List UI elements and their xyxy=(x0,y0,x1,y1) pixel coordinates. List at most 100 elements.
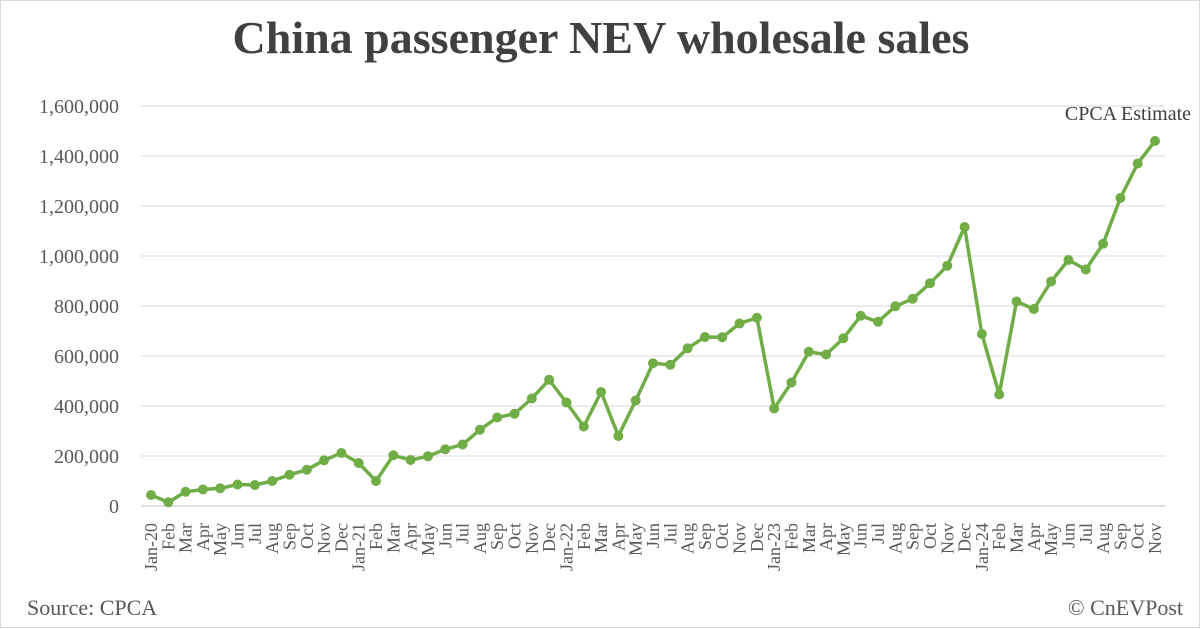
data-point xyxy=(682,343,693,354)
x-tick-label: Sep xyxy=(903,523,923,550)
data-point xyxy=(786,377,797,388)
data-point xyxy=(1028,304,1039,314)
x-tick-label: Apr xyxy=(1024,523,1044,551)
x-tick-label: Jan-24 xyxy=(972,523,992,571)
x-tick-label: Jun xyxy=(435,523,455,548)
x-tick-label: Jun xyxy=(851,523,871,548)
chart-title: China passenger NEV wholesale sales xyxy=(232,12,970,63)
x-tick-label: Apr xyxy=(401,523,421,551)
x-tick-label: Jun xyxy=(1058,523,1078,548)
x-tick-label: Dec xyxy=(331,523,351,552)
y-tick-label: 600,000 xyxy=(54,346,119,368)
data-point xyxy=(734,318,745,329)
y-tick-label: 1,000,000 xyxy=(39,246,119,268)
x-tick-label: Mar xyxy=(799,523,819,553)
x-tick-label: Sep xyxy=(487,523,507,550)
data-point xyxy=(769,403,780,414)
data-point xyxy=(942,260,953,271)
x-tick-label: May xyxy=(833,523,853,556)
x-tick-label: Sep xyxy=(1110,523,1130,550)
x-tick-label: Sep xyxy=(695,523,715,550)
x-tick-label: May xyxy=(1041,523,1061,556)
data-point xyxy=(388,450,399,461)
data-point xyxy=(474,424,485,435)
data-point xyxy=(232,479,243,490)
x-tick-label: Nov xyxy=(730,523,750,554)
x-tick-label: Nov xyxy=(1145,523,1165,554)
data-point xyxy=(1063,255,1074,265)
data-point xyxy=(1150,136,1160,146)
data-point xyxy=(699,332,710,342)
x-tick-label: Oct xyxy=(920,523,940,549)
data-point xyxy=(353,458,364,468)
data-point xyxy=(959,222,970,232)
data-point xyxy=(1046,276,1057,287)
y-tick-label: 1,600,000 xyxy=(39,96,119,118)
x-tick-label: Apr xyxy=(193,523,213,551)
data-point xyxy=(1115,193,1126,203)
annotation-cpca-estimate: CPCA Estimate xyxy=(1065,103,1191,125)
x-tick-label: Oct xyxy=(1128,523,1148,549)
data-point xyxy=(907,293,918,304)
x-tick-label: Nov xyxy=(522,523,542,554)
data-point xyxy=(873,316,884,327)
x-tick-label: Aug xyxy=(470,523,490,554)
x-tick-label: Jul xyxy=(453,523,473,544)
data-point xyxy=(838,333,849,344)
x-tick-label: Jul xyxy=(660,523,680,544)
data-point xyxy=(1098,238,1109,249)
x-tick-label: Mar xyxy=(383,523,403,553)
data-point xyxy=(665,359,676,370)
y-tick-label: 0 xyxy=(109,496,119,518)
data-point xyxy=(924,278,935,289)
x-tick-label: Jan-21 xyxy=(349,523,369,571)
data-point xyxy=(890,301,901,312)
x-tick-label: Feb xyxy=(989,523,1009,550)
data-point xyxy=(630,395,641,406)
data-point xyxy=(578,421,589,432)
data-point xyxy=(561,397,572,408)
data-point xyxy=(509,408,520,419)
x-tick-label: Aug xyxy=(678,523,698,554)
x-tick-label: Jan-23 xyxy=(764,523,784,571)
x-tick-label: Dec xyxy=(539,523,559,552)
x-tick-label: Feb xyxy=(366,523,386,550)
data-point xyxy=(163,497,174,508)
x-tick-label: Dec xyxy=(955,523,975,552)
data-point xyxy=(440,444,451,455)
data-point xyxy=(457,439,468,450)
data-point xyxy=(821,349,832,360)
x-tick-label: Dec xyxy=(747,523,767,552)
x-tick-label: Aug xyxy=(1093,523,1113,554)
data-point xyxy=(301,464,312,475)
data-point xyxy=(596,387,607,397)
data-point xyxy=(197,484,208,495)
data-point xyxy=(492,412,503,423)
x-tick-label: Sep xyxy=(279,523,299,550)
x-tick-label: Feb xyxy=(158,523,178,550)
x-tick-label: Jun xyxy=(228,523,248,548)
x-tick-label: Oct xyxy=(712,523,732,549)
x-tick-label: May xyxy=(626,523,646,556)
x-tick-label: Mar xyxy=(176,523,196,553)
data-point xyxy=(717,332,728,343)
x-tick-label: Feb xyxy=(781,523,801,550)
data-point xyxy=(336,448,347,458)
data-point xyxy=(526,393,537,404)
x-tick-label: Aug xyxy=(885,523,905,554)
y-tick-label: 800,000 xyxy=(54,296,119,318)
data-point xyxy=(249,480,260,490)
y-tick-label: 400,000 xyxy=(54,396,119,418)
data-point xyxy=(1132,158,1143,169)
data-point xyxy=(855,310,866,321)
x-tick-label: Mar xyxy=(591,523,611,553)
y-tick-label: 1,400,000 xyxy=(39,146,119,168)
data-point xyxy=(267,476,278,486)
x-tick-label: Jan-22 xyxy=(556,523,576,571)
data-point xyxy=(751,312,762,323)
data-point xyxy=(405,455,416,465)
y-tick-label: 1,200,000 xyxy=(39,196,119,218)
x-tick-label: Aug xyxy=(262,523,282,554)
